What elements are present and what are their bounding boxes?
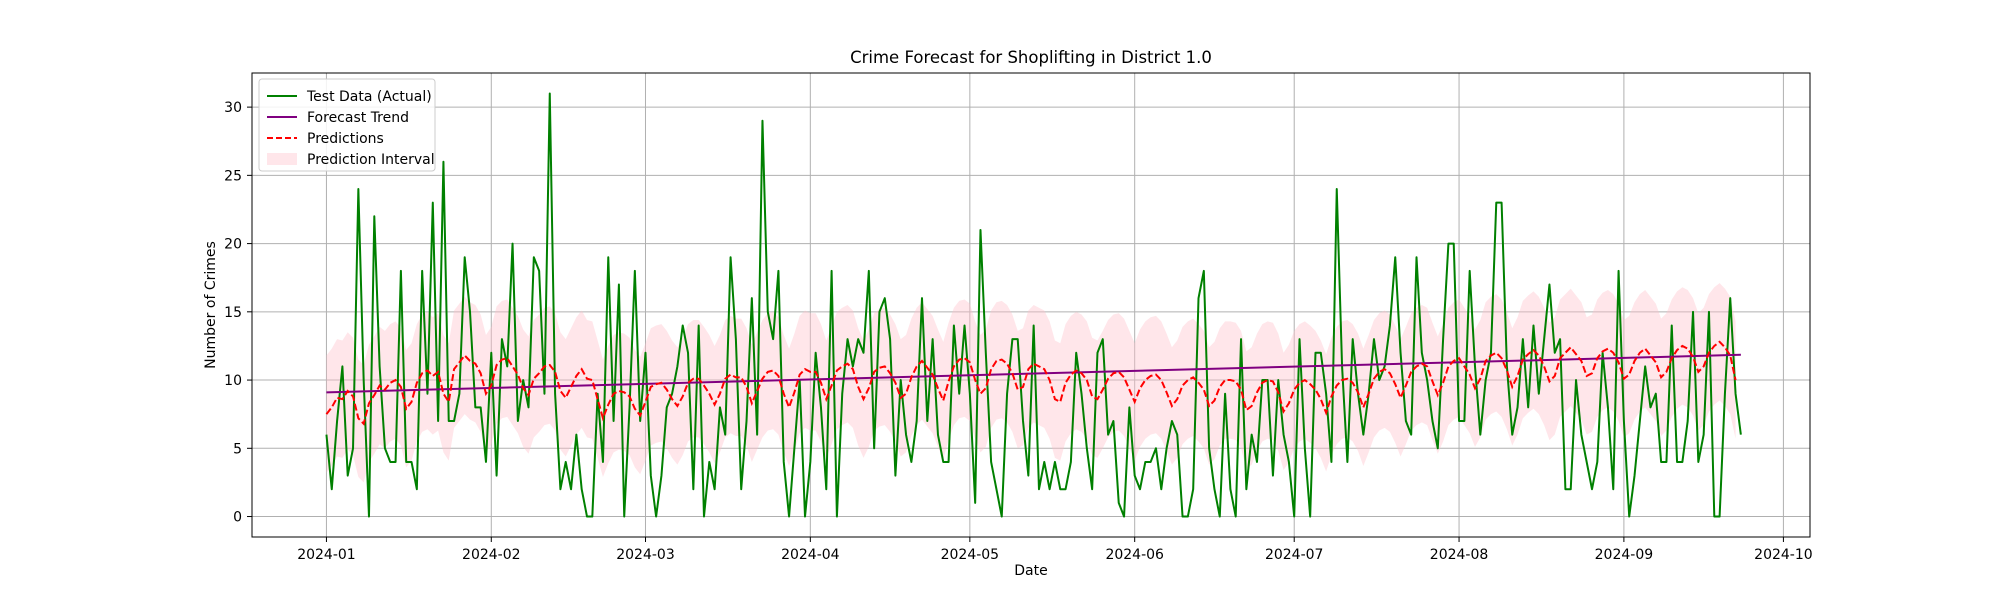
x-tick-label: 2024-04 <box>781 547 840 563</box>
y-tick-label: 0 <box>233 510 242 526</box>
x-tick-label: 2024-05 <box>941 547 1000 563</box>
x-axis-label: Date <box>1014 563 1047 579</box>
chart-title: Crime Forecast for Shoplifting in Distri… <box>850 48 1212 67</box>
legend-label: Test Data (Actual) <box>306 89 432 105</box>
y-tick-label: 5 <box>233 441 242 457</box>
x-tick-label: 2024-08 <box>1430 547 1489 563</box>
x-tick-label: 2024-07 <box>1265 547 1324 563</box>
legend-label: Prediction Interval <box>307 152 435 168</box>
x-tick-label: 2024-10 <box>1754 547 1813 563</box>
y-tick-label: 25 <box>224 168 242 184</box>
x-tick-label: 2024-03 <box>616 547 675 563</box>
y-axis-label: Number of Crimes <box>203 241 219 369</box>
legend-label: Predictions <box>307 131 384 147</box>
series-line-test-data-actual <box>325 92 1742 518</box>
x-tick-label: 2024-09 <box>1595 547 1654 563</box>
x-tick-label: 2024-01 <box>297 547 356 563</box>
y-tick-label: 10 <box>224 373 242 389</box>
legend-label: Forecast Trend <box>307 110 409 126</box>
y-tick-label: 30 <box>224 100 242 116</box>
series-line-predictions <box>325 340 1737 426</box>
x-tick-label: 2024-06 <box>1105 547 1164 563</box>
series-lines <box>325 92 1742 518</box>
x-axis-ticks: 2024-01 2024-02 2024-03 2024-04 2024-05 2024-… <box>297 537 1813 563</box>
y-axis-ticks: 0 5 10 15 20 25 30 <box>224 100 252 526</box>
y-tick-label: 15 <box>224 305 242 321</box>
series-line-forecast-trend <box>326 353 1741 394</box>
x-tick-label: 2024-02 <box>462 547 521 563</box>
legend: Test Data (Actual) Forecast Trend Predicti… <box>258 78 436 172</box>
plot-frame <box>251 72 1811 538</box>
legend-box <box>258 78 436 172</box>
legend-swatch <box>267 153 297 165</box>
y-tick-label: 20 <box>224 237 242 253</box>
